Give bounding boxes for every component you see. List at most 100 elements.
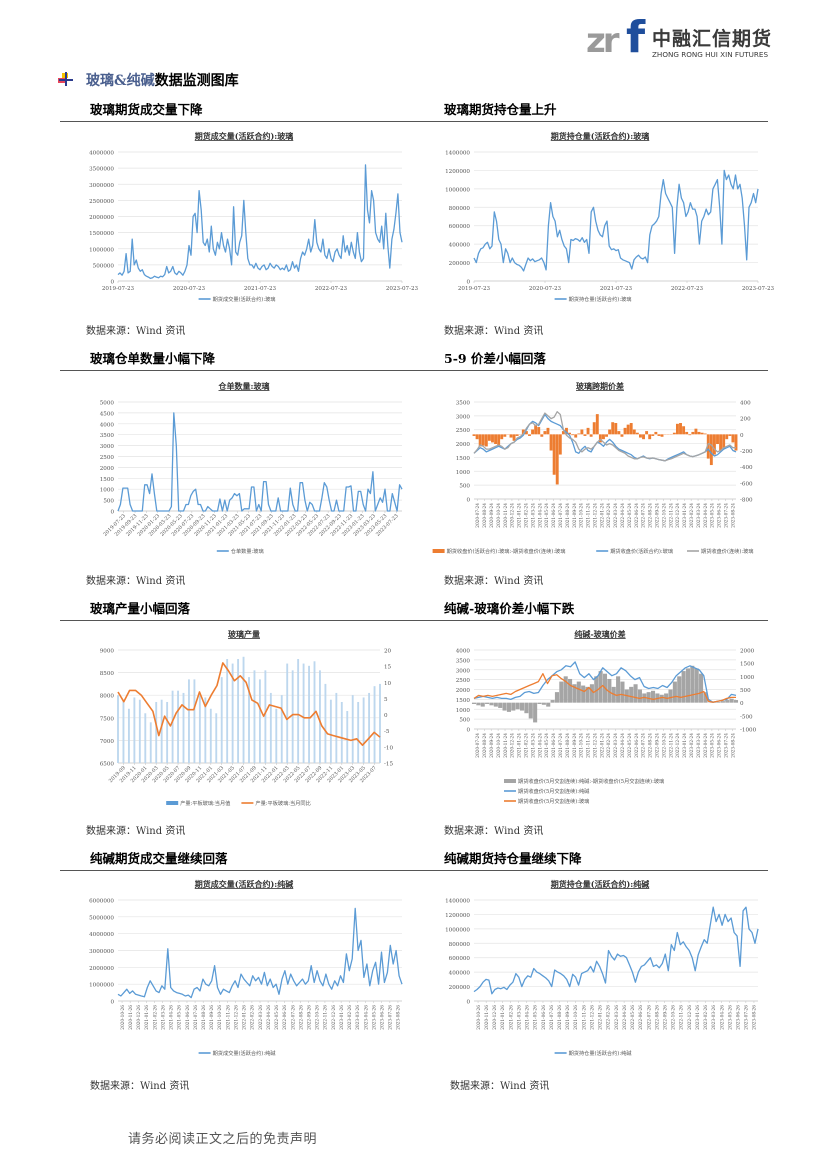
x-tick-label: 2020-11-26	[485, 1005, 490, 1030]
bar	[541, 702, 546, 705]
y2-tick-label: -1000	[740, 728, 757, 734]
logo-chinese-name: 中融汇信期货	[652, 28, 773, 50]
x-tick-label: 2023-06-24	[718, 733, 723, 758]
bar	[650, 690, 656, 703]
x-tick-label: 2023-07-26	[745, 1005, 750, 1030]
bar	[280, 695, 283, 763]
y-tick-label: 1400000	[445, 899, 470, 905]
y-tick-label: 0	[466, 280, 470, 286]
bar	[329, 699, 332, 763]
chart-glass-5-9-spread: 玻璃跨期价差 0 500 1000 1500 2000 2500 3000 3500 -800 -6…	[430, 376, 770, 562]
bar	[694, 668, 699, 703]
x-tick-label: 2023-04-24	[704, 733, 709, 758]
x-tick-label: 2021-07-24	[559, 503, 564, 528]
bar	[537, 427, 541, 435]
legend-label: 期货成交量(活跃合约):玻璃	[213, 295, 276, 303]
x-tick-label: 2023-07-23	[742, 286, 775, 292]
logo-mark-f: f	[626, 12, 646, 63]
series-line	[473, 411, 736, 462]
x-tick-label: 2019-07-23	[102, 286, 135, 292]
bar	[626, 424, 630, 435]
y2-tick-label: -5	[384, 729, 390, 735]
x-tick-label: 2022-11-24	[669, 733, 674, 758]
series-line	[473, 906, 759, 995]
x-tick-label: 2020-12-26	[137, 1005, 142, 1030]
bar	[706, 434, 710, 459]
bar	[485, 702, 490, 704]
y-tick-label: 5000000	[89, 915, 114, 921]
y-tick-label: 7000	[100, 739, 115, 745]
x-tick-label: 2022-11-24	[669, 503, 674, 528]
chart-soda-volume: 期货成交量(活跃合约):纯碱 0 1000000 2000000 3000000 4000…	[74, 874, 414, 1064]
bar	[491, 434, 494, 443]
y2-tick-label: -15	[384, 762, 393, 768]
bar	[558, 434, 562, 455]
y-tick-label: 1000	[456, 470, 471, 476]
x-tick-label: 2023-01-24	[683, 503, 688, 528]
y-tick-label: 2500	[456, 678, 471, 684]
y2-tick-label: 0	[740, 701, 744, 707]
bar	[672, 432, 676, 435]
chart-title: 期货持仓量(活跃合约):玻璃	[551, 131, 650, 141]
x-tick-label: 2022-07-23	[315, 286, 348, 292]
bar	[614, 423, 618, 435]
x-tick-label: 2020-07-23	[529, 286, 562, 292]
bar	[703, 692, 708, 703]
bar	[699, 673, 704, 703]
x-tick-label: 2021-04-24	[538, 503, 543, 528]
logo-mark: zr	[586, 21, 620, 61]
source-note: 数据来源：Wind 资讯	[90, 1081, 190, 1092]
bar	[574, 434, 578, 438]
bar	[286, 663, 289, 763]
source-note: 数据来源：Wind 资讯	[444, 326, 544, 337]
bar	[586, 427, 590, 435]
chart-glass-volume: 期货成交量(活跃合约):玻璃 0 500000 1000000 1500000 20000…	[74, 126, 418, 310]
x-tick-label: 2022-12-24	[676, 503, 681, 528]
x-tick-label: 2021-09-24	[573, 503, 578, 528]
bar	[253, 670, 256, 763]
y-tick-label: 8500	[100, 671, 115, 677]
y2-tick-label: 400	[740, 401, 751, 407]
bar	[583, 434, 587, 436]
bar	[733, 700, 739, 703]
x-tick-label: 2022-08-26	[655, 1005, 660, 1030]
bar	[546, 702, 551, 707]
y-tick-label: 3000	[456, 414, 471, 420]
x-tick-label: 2021-12-26	[234, 1005, 239, 1030]
x-tick-label: 2021-07-24	[559, 733, 564, 758]
x-tick-label: 2021-08-26	[202, 1005, 207, 1030]
y2-tick-label: -400	[740, 465, 753, 471]
y-tick-label: 1000000	[445, 187, 470, 193]
bar	[351, 695, 354, 763]
bar	[493, 702, 498, 707]
company-logo: zr f 中融汇信期货 ZHONG RONG HUI XIN FUTURES	[586, 12, 786, 66]
bar	[635, 432, 639, 435]
y-tick-label: 1500	[100, 477, 115, 483]
bar	[709, 434, 713, 466]
x-tick-label: 2021-01-26	[501, 1005, 506, 1030]
y-tick-label: 6000000	[89, 899, 114, 905]
x-tick-label: 2021-06-26	[186, 1005, 191, 1030]
bar	[503, 434, 507, 437]
source-note: 数据来源：Wind 资讯	[444, 576, 544, 587]
y2-tick-label: 5	[384, 697, 388, 703]
bar	[509, 434, 513, 438]
bar	[171, 690, 174, 763]
y-tick-label: 6500	[100, 762, 115, 768]
bar	[691, 431, 695, 435]
y-tick-label: 4000000	[89, 151, 114, 157]
x-tick-label: 2023-05-24	[711, 733, 716, 758]
bar	[672, 681, 677, 703]
x-tick-label: 2022-05-26	[631, 1005, 636, 1030]
bar	[581, 685, 586, 703]
x-tick-label: 2023-03-26	[356, 1005, 361, 1030]
source-note: 数据来源：Wind 资讯	[86, 576, 186, 587]
y-tick-label: 3500	[456, 401, 471, 407]
x-tick-label: 2020-09-24	[490, 503, 495, 528]
y-tick-label: 5000	[100, 401, 115, 407]
x-tick-label: 2022-03-26	[259, 1005, 264, 1030]
row-header-4: 纯碱期货成交量继续回落 纯碱期货持仓量继续下降	[60, 846, 768, 871]
y-tick-label: 2000	[456, 442, 471, 448]
bar	[592, 422, 596, 435]
chart-title: 期货成交量(活跃合约):纯碱	[195, 879, 294, 889]
